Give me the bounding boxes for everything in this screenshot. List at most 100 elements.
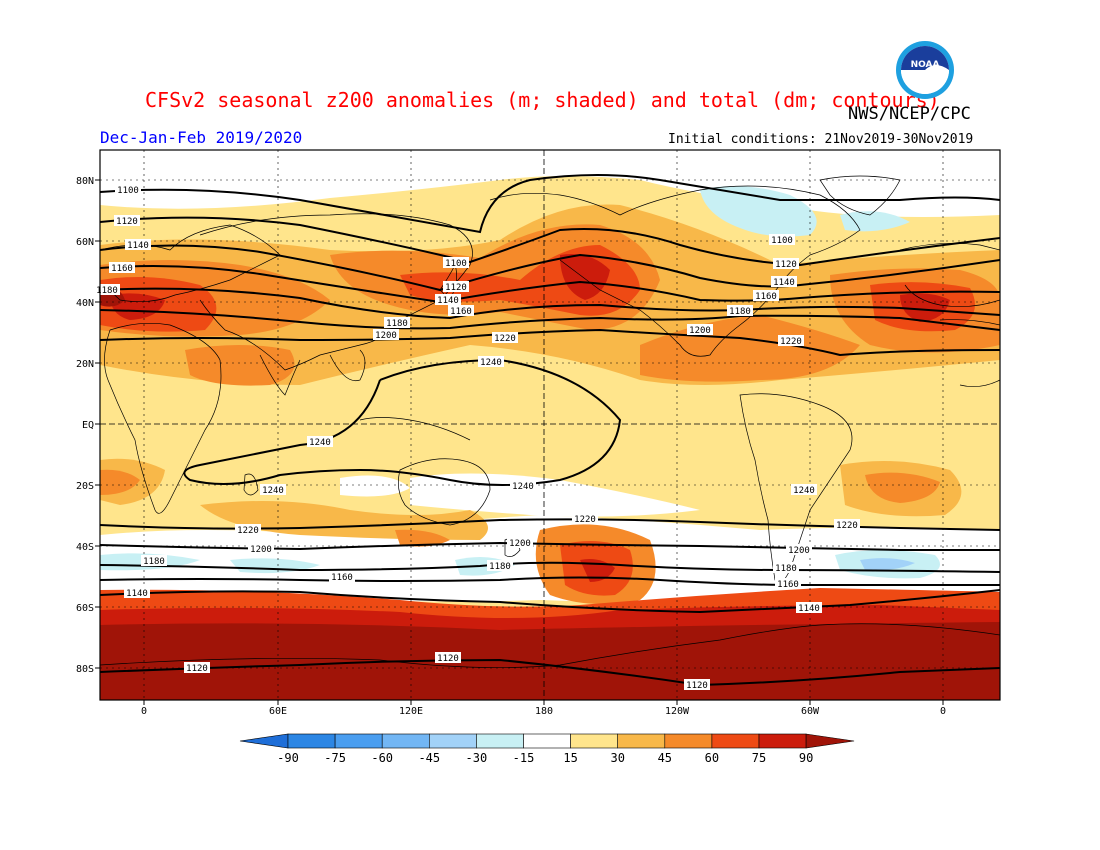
lat-label: 60N	[76, 237, 94, 248]
colorbar-swatch	[617, 733, 666, 749]
colorbar-level-label: -90	[277, 751, 299, 765]
contour-label: 1240	[510, 480, 536, 492]
contour-label: 1220	[492, 332, 518, 344]
svg-text:1220: 1220	[574, 515, 596, 525]
colorbar-level-label: -60	[371, 751, 393, 765]
contour-label: 1180	[384, 317, 410, 329]
svg-text:1200: 1200	[250, 545, 272, 555]
svg-text:1140: 1140	[798, 604, 820, 614]
contour-label: 1140	[125, 239, 151, 251]
contour-label: 1180	[141, 555, 167, 567]
colorbar-arrow-right	[805, 733, 855, 749]
svg-text:1120: 1120	[445, 283, 467, 293]
contour-label: 1160	[329, 571, 355, 583]
contour-label: 1140	[771, 276, 797, 288]
svg-text:1180: 1180	[729, 307, 751, 317]
svg-text:1200: 1200	[689, 326, 711, 336]
contour-label: 1120	[184, 662, 210, 674]
colorbar-swatch	[570, 733, 618, 749]
contour-label: 1180	[727, 305, 753, 317]
contour-label: 1180	[94, 284, 120, 296]
season-label: Dec-Jan-Feb 2019/2020	[100, 128, 303, 147]
reference-lines	[100, 150, 1000, 700]
svg-text:1120: 1120	[116, 217, 138, 227]
svg-text:1140: 1140	[437, 296, 459, 306]
lat-label: 20S	[76, 481, 94, 492]
svg-text:1220: 1220	[494, 334, 516, 344]
chart-title: CFSv2 seasonal z200 anomalies (m; shaded…	[145, 88, 940, 112]
svg-text:1240: 1240	[309, 438, 331, 448]
svg-text:1120: 1120	[775, 260, 797, 270]
colorbar-level-label: 60	[705, 751, 719, 765]
lat-label: EQ	[82, 420, 94, 431]
svg-text:1100: 1100	[771, 236, 793, 246]
colorbar-swatch	[711, 733, 760, 749]
contour-label: 1120	[684, 679, 710, 691]
colorbar-level-label: -45	[418, 751, 440, 765]
lat-label: 40N	[76, 298, 94, 309]
contour-label: 1220	[235, 524, 261, 536]
svg-text:1140: 1140	[773, 278, 795, 288]
svg-text:1240: 1240	[262, 486, 284, 496]
contour-label: 1120	[435, 652, 461, 664]
svg-text:1160: 1160	[755, 292, 777, 302]
contour-label: 1140	[435, 294, 461, 306]
lon-label: 120E	[399, 706, 423, 717]
contour-label: 1120	[773, 258, 799, 270]
anomaly-shading	[100, 150, 1000, 700]
svg-text:1120: 1120	[686, 681, 708, 691]
contour-label: 1160	[775, 578, 801, 590]
svg-text:1140: 1140	[126, 589, 148, 599]
contour-label: 1100	[769, 234, 795, 246]
lon-label: 0	[141, 706, 147, 717]
colorbar-swatch	[287, 733, 336, 749]
colorbar-level-label: 90	[799, 751, 813, 765]
noaa-logo: NOAA	[896, 41, 954, 99]
svg-text:1160: 1160	[331, 573, 353, 583]
svg-text:NOAA: NOAA	[911, 60, 940, 70]
contour-label-group: 1100 1100 1100 1120 1120 1120 1140 1140 1140 1140…	[94, 184, 860, 691]
svg-text:1240: 1240	[512, 482, 534, 492]
initial-conditions-label: Initial conditions: 21Nov2019-30Nov2019	[668, 132, 974, 147]
svg-text:1100: 1100	[117, 186, 139, 196]
lon-label: 0	[940, 706, 946, 717]
map-frame	[99, 149, 1001, 701]
contour-label: 1220	[572, 513, 598, 525]
svg-text:1120: 1120	[437, 654, 459, 664]
svg-text:1100: 1100	[445, 259, 467, 269]
svg-text:1180: 1180	[143, 557, 165, 567]
contour-label: 1200	[248, 543, 274, 555]
svg-text:1240: 1240	[793, 486, 815, 496]
svg-text:1160: 1160	[777, 580, 799, 590]
colorbar-level-label: 15	[563, 751, 577, 765]
contour-label: 1220	[834, 519, 860, 531]
contour-label: 1140	[124, 587, 150, 599]
contour-label: 1160	[753, 290, 779, 302]
svg-text:1200: 1200	[375, 331, 397, 341]
svg-text:1180: 1180	[96, 286, 118, 296]
colorbar-swatch	[758, 733, 807, 749]
contour-label: 1240	[260, 484, 286, 496]
colorbar-swatch	[381, 733, 430, 749]
svg-text:1220: 1220	[836, 521, 858, 531]
colorbar-swatch	[664, 733, 713, 749]
contour-label: 1220	[778, 335, 804, 347]
svg-text:1160: 1160	[450, 307, 472, 317]
contour-label: 1160	[109, 262, 135, 274]
svg-text:1180: 1180	[489, 562, 511, 572]
svg-text:1220: 1220	[237, 526, 259, 536]
svg-text:1220: 1220	[780, 337, 802, 347]
colorbar-level-label: -30	[466, 751, 488, 765]
lat-label: 80N	[76, 176, 94, 187]
contour-label: 1180	[773, 562, 799, 574]
colorbar-swatch	[476, 733, 524, 749]
colorbar-level-label: 75	[752, 751, 766, 765]
lat-label: 60S	[76, 603, 94, 614]
axis-labels: 80N 60N 40N 20N EQ 20S 40S 60S 80S 0 60E 120E 180 120…	[76, 176, 946, 717]
svg-text:1200: 1200	[509, 539, 531, 549]
lon-label: 60E	[269, 706, 287, 717]
svg-text:1160: 1160	[111, 264, 133, 274]
colorbar-level-label: -15	[513, 751, 535, 765]
contour-label: 1180	[487, 560, 513, 572]
colorbar-level-label: 30	[610, 751, 624, 765]
